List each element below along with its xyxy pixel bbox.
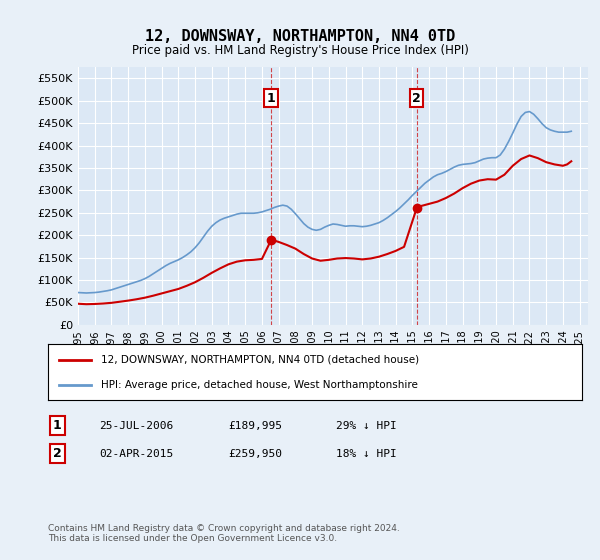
Text: 18% ↓ HPI: 18% ↓ HPI <box>336 449 397 459</box>
Text: 25-JUL-2006: 25-JUL-2006 <box>99 421 173 431</box>
Text: 2: 2 <box>412 92 421 105</box>
Text: £259,950: £259,950 <box>228 449 282 459</box>
Text: 02-APR-2015: 02-APR-2015 <box>99 449 173 459</box>
Text: 1: 1 <box>53 419 61 432</box>
Text: 29% ↓ HPI: 29% ↓ HPI <box>336 421 397 431</box>
Text: 12, DOWNSWAY, NORTHAMPTON, NN4 0TD: 12, DOWNSWAY, NORTHAMPTON, NN4 0TD <box>145 29 455 44</box>
Text: 12, DOWNSWAY, NORTHAMPTON, NN4 0TD (detached house): 12, DOWNSWAY, NORTHAMPTON, NN4 0TD (deta… <box>101 354 419 365</box>
Text: 1: 1 <box>267 92 275 105</box>
Text: Contains HM Land Registry data © Crown copyright and database right 2024.
This d: Contains HM Land Registry data © Crown c… <box>48 524 400 543</box>
Text: Price paid vs. HM Land Registry's House Price Index (HPI): Price paid vs. HM Land Registry's House … <box>131 44 469 57</box>
Text: HPI: Average price, detached house, West Northamptonshire: HPI: Average price, detached house, West… <box>101 380 418 390</box>
Text: 2: 2 <box>53 447 61 460</box>
Text: £189,995: £189,995 <box>228 421 282 431</box>
